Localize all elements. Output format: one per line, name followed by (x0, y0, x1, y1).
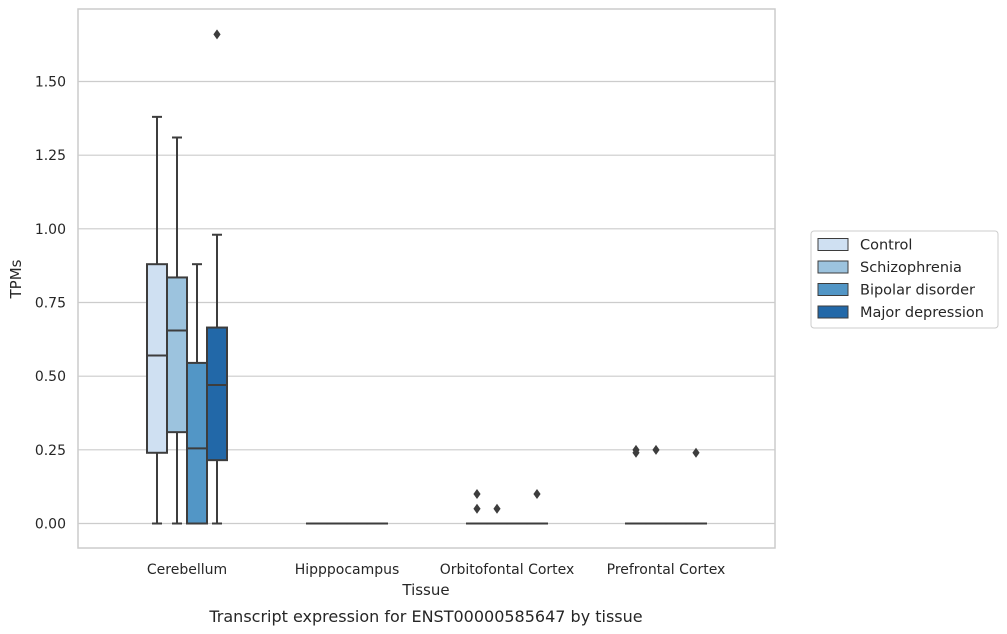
x-tick-label: Orbitofontal Cortex (440, 562, 575, 578)
x-axis-title: Tissue (401, 581, 449, 599)
y-tick-labels: 0.00 0.25 0.50 0.75 1.00 1.25 1.50 (35, 75, 66, 533)
box-element (466, 489, 488, 525)
legend-label: Schizophrenia (860, 260, 962, 276)
outlier-point (473, 503, 481, 514)
legend-label: Major depression (860, 305, 984, 321)
x-tick-label: Cerebellum (147, 562, 227, 578)
box-iqr (206, 326, 228, 462)
legend-swatch (817, 283, 849, 296)
legend-label: Bipolar disorder (860, 283, 975, 299)
legend-frame (810, 230, 999, 329)
y-tick-label: 1.50 (35, 75, 66, 91)
box-element (526, 489, 548, 525)
outlier-point (473, 489, 481, 500)
y-tick-label: 1.00 (35, 222, 66, 238)
outlier-point (533, 489, 541, 500)
legend-items: Control Schizophrenia Bipolar disorder Majo… (817, 238, 984, 321)
y-tick-label: 0.00 (35, 517, 66, 533)
x-tick-label: Prefrontal Cortex (607, 562, 726, 578)
legend-swatch (817, 305, 849, 319)
outlier-point (692, 447, 700, 458)
y-tick-label: 1.25 (35, 148, 66, 164)
plot-area-frame (77, 8, 776, 549)
legend-swatch (817, 260, 849, 274)
outlier-point (493, 503, 501, 514)
outlier-point (213, 29, 221, 40)
box-iqr (186, 361, 208, 525)
box-element (146, 115, 168, 525)
box-iqr (146, 263, 168, 454)
outlier-point (632, 444, 640, 455)
box-element (645, 444, 667, 525)
box-element (486, 503, 508, 525)
legend-label: Control (860, 238, 912, 254)
chart-caption: Transcript expression for ENST0000058564… (208, 607, 642, 626)
x-tick-label: Hipppocampus (295, 562, 400, 578)
outlier-point (652, 444, 660, 455)
legend-swatch (817, 238, 849, 251)
box-iqr (166, 276, 188, 434)
box-element (625, 444, 647, 525)
box-element (166, 136, 188, 525)
y-axis-title: TPMs (7, 259, 25, 299)
box-element (206, 29, 228, 525)
y-tick-label: 0.25 (35, 443, 66, 459)
y-tick-label: 0.75 (35, 296, 66, 312)
x-tick-labels: Cerebellum Hipppocampus Orbitofontal Corte… (147, 562, 725, 578)
legend: Control Schizophrenia Bipolar disorder Majo… (810, 230, 999, 329)
boxes (146, 29, 707, 525)
y-tick-label: 0.50 (35, 369, 66, 385)
box-element (685, 447, 707, 525)
